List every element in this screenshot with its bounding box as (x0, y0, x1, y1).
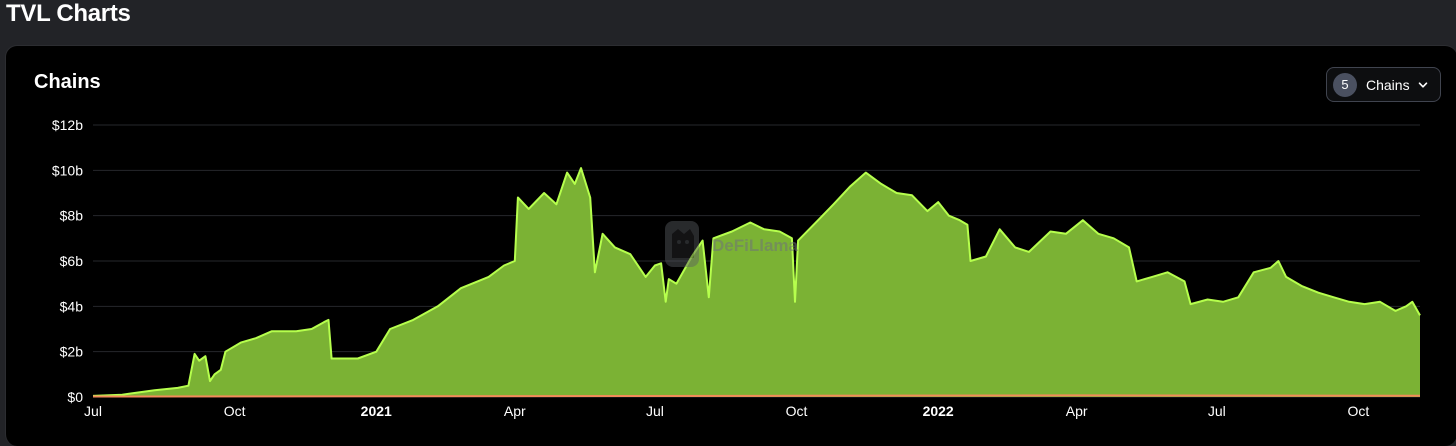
chains-selector-label: Chains (1366, 76, 1410, 93)
chevron-down-icon (1418, 80, 1428, 90)
chains-count-badge: 5 (1333, 72, 1357, 97)
tvl-area-chart: $0 $2b $4b $6b $8b $10b $12b DeFiLlama Jul Oct 2… (52, 117, 1421, 419)
watermark-text: DeFiLlama (712, 236, 799, 255)
chart-title: Chains (34, 71, 101, 93)
y-tick-label: $10b (52, 162, 83, 178)
x-tick-label: 2021 (361, 403, 392, 419)
y-tick-label: $12b (52, 117, 83, 133)
y-tick-label: $6b (60, 253, 84, 269)
x-tick-label: Jul (1208, 403, 1226, 419)
series-area-fill (93, 168, 1420, 397)
x-tick-label: Oct (786, 403, 808, 419)
watermark: DeFiLlama (665, 221, 799, 267)
y-tick-label: $0 (67, 389, 83, 405)
x-tick-label: Jul (84, 403, 102, 419)
series-line (92, 167, 1421, 397)
x-tick-label: Oct (224, 403, 246, 419)
series-areas (92, 167, 1421, 398)
page-title: TVL Charts (6, 0, 131, 27)
defillama-logo-icon (665, 221, 699, 267)
baseline-series-line (92, 394, 1421, 398)
y-tick-label: $8b (60, 208, 84, 224)
chains-selector-button[interactable]: 5 Chains (1326, 67, 1441, 102)
x-tick-label: Jul (646, 403, 664, 419)
y-tick-label: $2b (60, 344, 84, 360)
y-axis-labels: $0 $2b $4b $6b $8b $10b $12b (52, 117, 83, 405)
x-axis-labels: Jul Oct 2021 Apr Jul Oct 2022 Apr Jul Oct (84, 403, 1369, 419)
x-tick-label: Apr (1066, 403, 1088, 419)
x-tick-label: Apr (504, 403, 526, 419)
x-tick-label: Oct (1348, 403, 1370, 419)
y-tick-label: $4b (60, 298, 84, 314)
x-tick-label: 2022 (923, 403, 954, 419)
